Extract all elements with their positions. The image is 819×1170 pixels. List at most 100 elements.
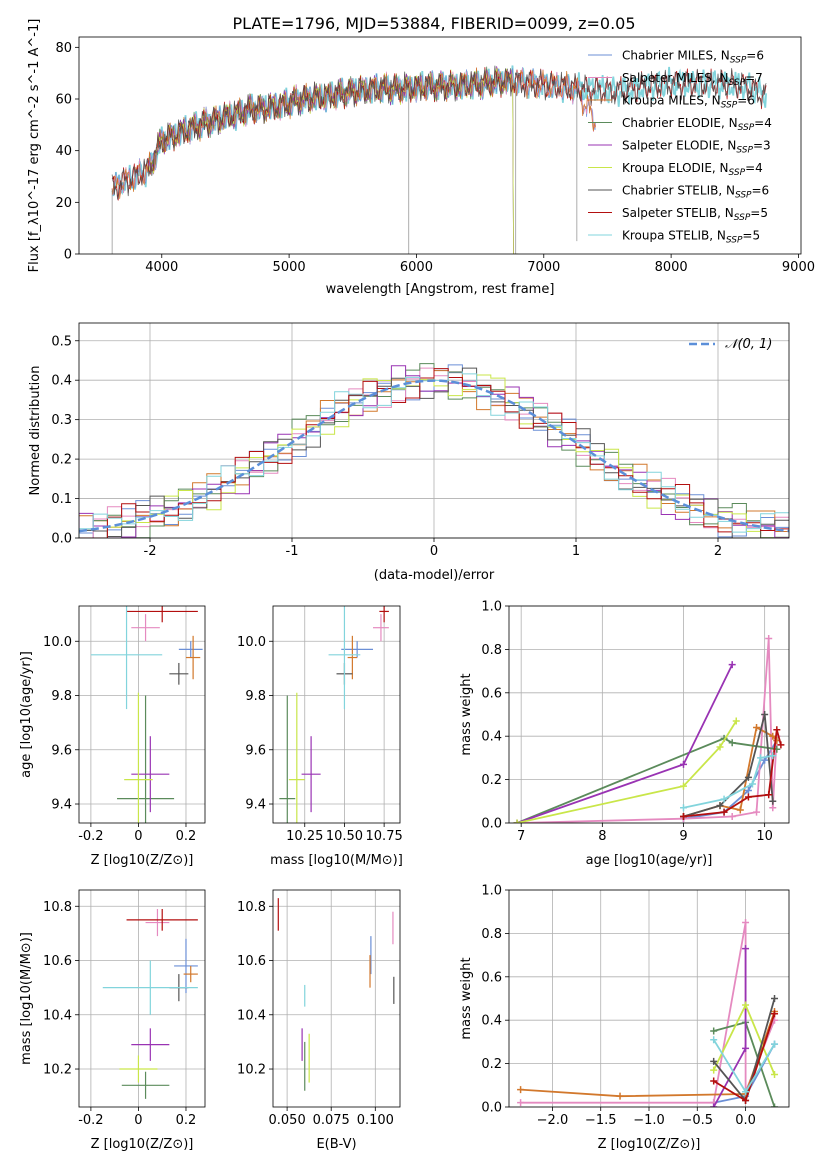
legend-label-n: =4 — [754, 116, 772, 130]
legend-label: Salpeter ELODIE, NSSP=3 — [622, 139, 771, 156]
y-tick-label: 10.6 — [43, 954, 72, 969]
legend-label-sub: SSP — [729, 78, 746, 88]
legend-label-text: Kroupa STELIB, N — [622, 229, 726, 243]
x-tick-label: 10.75 — [366, 829, 403, 844]
y-tick-label: 10.0 — [237, 635, 266, 650]
spectrum-lines — [111, 65, 767, 254]
weight-marker — [728, 661, 736, 669]
errorbar-salpeter-miles — [131, 614, 160, 642]
weight-marker — [728, 812, 736, 820]
x-tick-label: 2 — [714, 544, 722, 559]
errorbar-kroupa-elodie — [124, 692, 153, 823]
weight-marker — [769, 752, 777, 760]
x-tick-label: 0 — [430, 544, 438, 559]
y-tick-label: 0.0 — [481, 817, 502, 832]
y-tick-label: 10.2 — [43, 1063, 72, 1078]
age-vs-Z-ylabel: age [log10(age/yr)] — [19, 651, 34, 778]
age-vs-mass-axes: 10.25 10.50 10.75 9.4 9.6 9.8 10.0 — [237, 606, 403, 844]
x-tick-label: -0.2 — [78, 829, 103, 844]
x-tick-label: 0 — [134, 1113, 142, 1128]
weight-marker — [771, 1010, 779, 1018]
age-vs-mass-xlabel: mass [log10(M/M⊙)] — [270, 853, 403, 868]
y-tick-label: 60 — [55, 93, 72, 108]
weight-marker — [710, 1077, 718, 1085]
legend-label-text: Chabrier STELIB, N — [622, 184, 735, 198]
mass-vs-ebv-points — [277, 898, 395, 1091]
axes-frame — [78, 322, 790, 539]
errorbar-chabrier-elodie — [121, 1071, 170, 1099]
weight-marker — [771, 1103, 779, 1107]
gaussian-legend-label: 𝒩(0, 1) — [725, 337, 772, 352]
x-tick-label: 1 — [572, 544, 580, 559]
x-tick-label: -0.2 — [78, 1113, 103, 1128]
weight-marker — [771, 995, 779, 1002]
errorbar-salpeter-miles — [145, 908, 170, 937]
legend-label-text: Salpeter ELODIE, N — [622, 139, 736, 153]
legend-label: Kroupa STELIB, NSSP=5 — [622, 229, 760, 246]
y-tick-label: 0.0 — [51, 532, 72, 547]
axes-frame — [508, 605, 790, 824]
x-tick-label: 8000 — [655, 260, 688, 275]
weight-marker — [757, 754, 765, 762]
weight-marker — [679, 760, 687, 768]
x-tick-label: 0.2 — [176, 829, 197, 844]
legend-label-n: =6 — [737, 94, 755, 108]
y-tick-label: 0.6 — [481, 970, 502, 985]
weight-marker — [720, 808, 728, 816]
mass-vs-ebv-axes: 0.050 0.075 0.100 10.2 10.4 10.6 10.8 — [237, 890, 400, 1128]
weight-marker — [765, 635, 773, 643]
spectrum-xlabel: wavelength [Angstrom, rest frame] — [326, 282, 555, 297]
legend-label: Chabrier MILES, NSSP=6 — [622, 49, 764, 66]
x-tick-label: 7 — [517, 829, 525, 844]
weight-marker — [710, 1027, 718, 1035]
errorbar-salpeter-stelib — [126, 606, 198, 623]
legend-label-sub: SSP — [729, 168, 746, 178]
y-tick-label: 10.6 — [237, 954, 266, 969]
weight-marker — [513, 819, 521, 823]
figure-title: PLATE=1796, MJD=53884, FIBERID=0099, z=0… — [232, 14, 635, 33]
x-tick-label: −1.5 — [585, 1113, 617, 1128]
y-tick-label: 0.8 — [481, 927, 502, 942]
legend-label-text: Kroupa MILES, N — [622, 94, 721, 108]
errorbar-kroupa-stelib — [328, 606, 361, 710]
residuals-xlabel: (data-model)/error — [374, 568, 495, 583]
y-tick-label: 10.2 — [237, 1063, 266, 1078]
weight-marker — [710, 1057, 718, 1065]
x-tick-label: 10.50 — [326, 829, 363, 844]
x-tick-label: 10.25 — [286, 829, 323, 844]
residual-histograms — [79, 363, 789, 538]
y-tick-label: 0.2 — [481, 773, 502, 788]
weight-marker — [773, 726, 781, 734]
y-tick-label: 0.4 — [481, 1014, 502, 1029]
errorbar-kroupa-miles — [183, 965, 198, 983]
weight-marker — [742, 945, 750, 953]
y-tick-label: 0.5 — [51, 334, 72, 349]
axes-frame — [78, 889, 206, 1108]
axes-frame — [272, 889, 401, 1108]
weight-line-chabrier-elodie — [516, 737, 777, 823]
weight-marker — [748, 780, 756, 788]
errorbar-chabrier-elodie — [279, 695, 296, 823]
weight-marker — [765, 791, 773, 799]
weight-vs-Z-lines — [517, 919, 779, 1107]
weight-marker — [742, 1088, 750, 1096]
y-tick-label: 40 — [55, 144, 72, 159]
errorbar-kroupa-elodie — [288, 692, 305, 823]
x-tick-label: 6000 — [400, 260, 433, 275]
weight-marker — [769, 797, 777, 805]
weight-marker — [736, 806, 744, 814]
y-tick-label: 9.8 — [51, 689, 72, 704]
errorbar-salpeter-stelib — [379, 606, 389, 623]
age-vs-Z-axes: -0.2 0 0.2 9.4 9.6 9.8 10.0 — [43, 606, 205, 844]
weight-marker — [771, 1070, 779, 1078]
errorbar-salpeter-elodie — [131, 1028, 170, 1061]
y-tick-label: 0.4 — [51, 374, 72, 389]
y-tick-label: 80 — [55, 41, 72, 56]
y-tick-label: 10.0 — [43, 635, 72, 650]
age-vs-Z-xlabel: Z [log10(Z/Z⊙)] — [91, 853, 194, 868]
legend-label: Kroupa ELODIE, NSSP=4 — [622, 161, 763, 178]
y-tick-label: 0.0 — [481, 1101, 502, 1116]
x-tick-label: 5000 — [273, 260, 306, 275]
